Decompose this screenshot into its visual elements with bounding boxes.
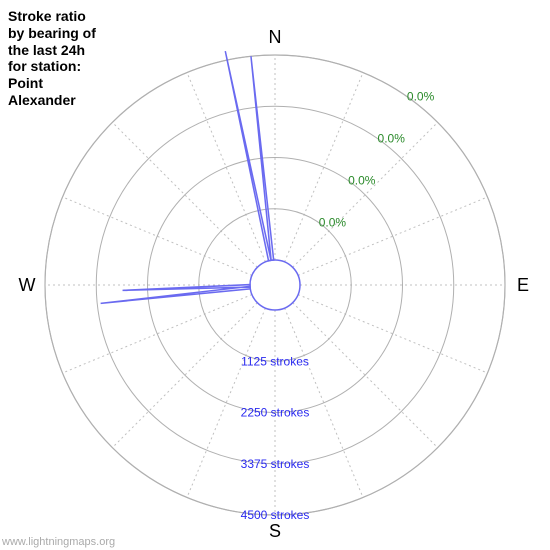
stroke-label: 1125 strokes	[241, 354, 309, 368]
compass-E: E	[517, 275, 529, 295]
percent-label: 0.0%	[348, 174, 376, 188]
stroke-label: 3375 strokes	[241, 457, 310, 471]
credit-text: www.lightningmaps.org	[2, 536, 115, 548]
percent-label: 0.0%	[407, 90, 435, 104]
percent-label: 0.0%	[319, 216, 347, 230]
percent-label: 0.0%	[378, 132, 406, 146]
chart-title: Stroke ratio by bearing of the last 24h …	[8, 8, 96, 109]
compass-N: N	[269, 27, 282, 47]
data-polygon	[101, 51, 274, 303]
stroke-label: 2250 strokes	[241, 406, 310, 420]
stroke-label: 4500 strokes	[241, 508, 310, 522]
compass-W: W	[19, 275, 36, 295]
compass-S: S	[269, 521, 281, 541]
